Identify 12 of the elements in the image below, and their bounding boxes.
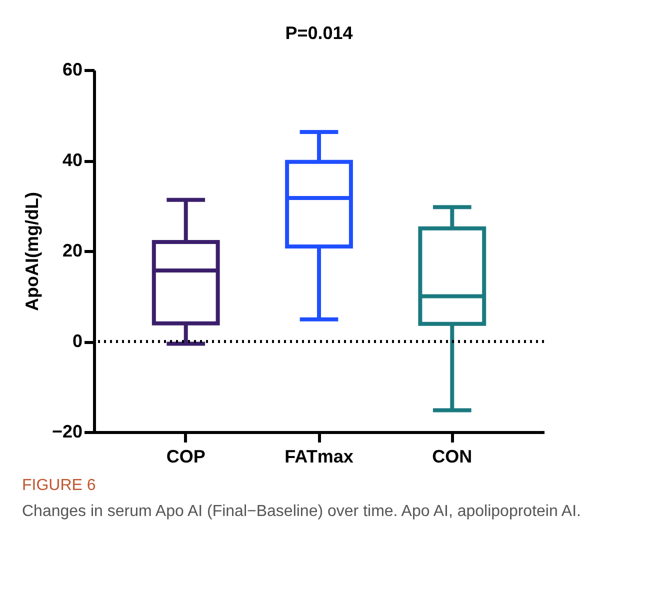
- y-tick-label: 60: [62, 60, 82, 80]
- x-tick-label: COP: [166, 446, 206, 466]
- chart-title: P=0.014: [285, 23, 353, 43]
- y-tick-label: 20: [62, 240, 82, 260]
- x-tick-label: CON: [432, 446, 472, 466]
- y-tick-label: −20: [52, 422, 82, 442]
- y-tick-label: 0: [72, 331, 82, 351]
- y-tick-label: 40: [62, 150, 82, 170]
- caption: FIGURE 6: [22, 477, 97, 495]
- y-axis-title: ApoAI(mg/dL): [22, 192, 42, 311]
- x-tick-label: FATmax: [284, 446, 354, 466]
- text: Changes in serum Apo AI (Final−Baseline) over time. Apo AI, apolipoprotein AI.: [22, 502, 582, 522]
